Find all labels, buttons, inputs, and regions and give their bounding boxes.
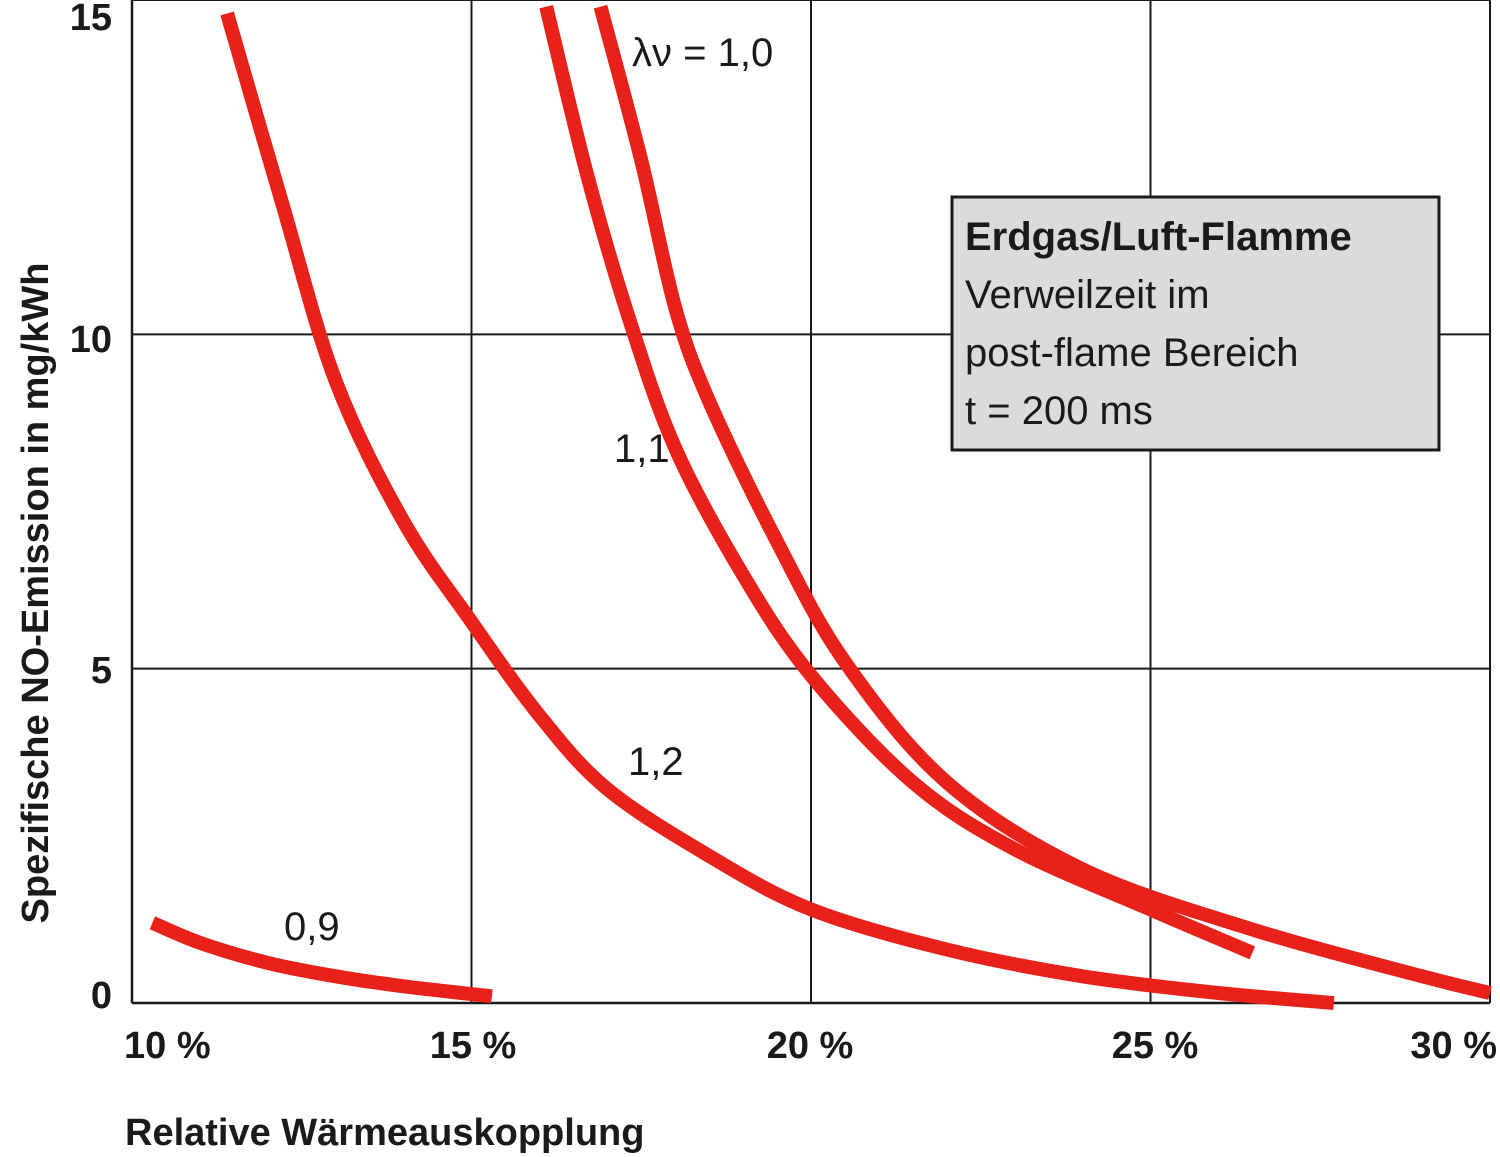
series-label-0-9: 0,9 <box>284 905 340 949</box>
annotation-line: t = 200 ms <box>965 389 1153 433</box>
series-labels: λν = 1,0 1,1 1,2 0,9 <box>284 31 773 949</box>
y-tick-label: 0 <box>91 975 112 1017</box>
curves <box>149 4 1492 1010</box>
annotation-line: Verweilzeit im <box>965 273 1210 317</box>
x-tick-label: 20 % <box>767 1025 854 1067</box>
annotation-line: post-flame Bereich <box>965 331 1298 375</box>
series-label-1-1: 1,1 <box>614 427 670 471</box>
y-tick-label: 15 <box>70 0 112 39</box>
annotation-box: Erdgas/Luft-Flamme Verweilzeit im post-f… <box>950 195 1441 452</box>
series-line-1 <box>539 5 1256 960</box>
series-line-0 <box>593 4 1492 1000</box>
x-tick-label: 15 % <box>430 1025 517 1067</box>
y-tick-label: 5 <box>91 650 112 692</box>
y-tick-label: 10 <box>70 319 112 361</box>
x-tick-label: 10 % <box>124 1025 211 1067</box>
y-axis-title: Spezifische NO-Emission in mg/kWh <box>15 263 57 924</box>
x-tick-labels: 10 % 15 % 20 % 25 % 30 % <box>124 1025 1497 1067</box>
grid <box>130 0 1491 1005</box>
x-axis-title: Relative Wärmeauskopplung <box>125 1112 644 1154</box>
y-tick-labels: 0 5 10 15 <box>70 0 112 1017</box>
x-tick-label: 30 % <box>1410 1025 1497 1067</box>
x-tick-label: 25 % <box>1112 1025 1199 1067</box>
annotation-title: Erdgas/Luft-Flamme <box>965 215 1352 259</box>
series-label-lambda-1-0: λν = 1,0 <box>632 31 773 75</box>
series-line-3 <box>149 916 493 1004</box>
annotation-box-background <box>950 195 1441 452</box>
series-label-1-2: 1,2 <box>628 740 684 784</box>
series-line-2 <box>220 11 1335 1010</box>
